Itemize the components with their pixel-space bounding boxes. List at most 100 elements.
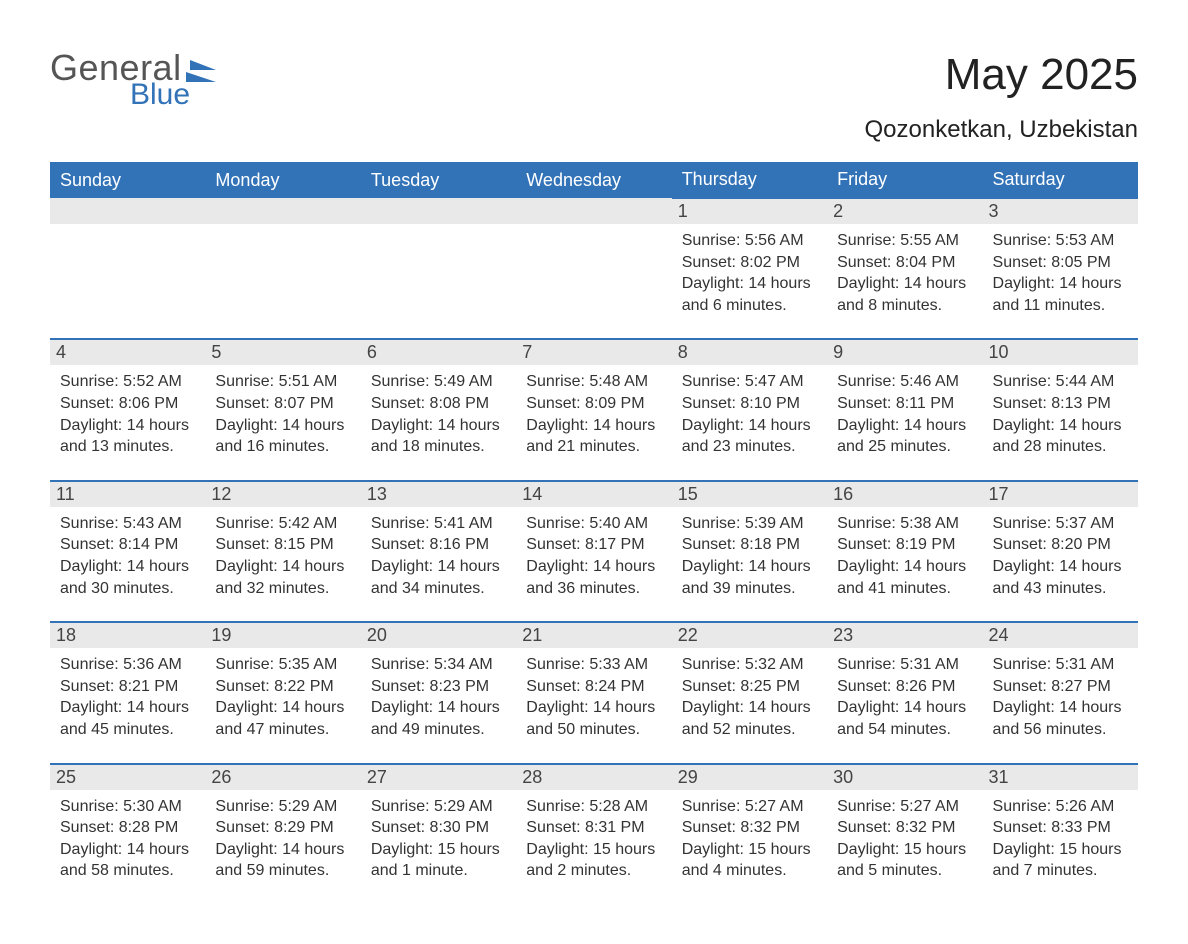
calendar-cell: 9Sunrise: 5:46 AMSunset: 8:11 PMDaylight… — [827, 339, 982, 480]
sunrise-text: Sunrise: 5:27 AM — [682, 796, 817, 818]
daylight-text: Daylight: 14 hours and 32 minutes. — [215, 556, 350, 599]
sunrise-text: Sunrise: 5:30 AM — [60, 796, 195, 818]
sunrise-text: Sunrise: 5:48 AM — [526, 371, 661, 393]
weekday-header: Sunday — [50, 162, 205, 198]
daylight-text: Daylight: 14 hours and 58 minutes. — [60, 839, 195, 882]
calendar-cell: 4Sunrise: 5:52 AMSunset: 8:06 PMDaylight… — [50, 339, 205, 480]
daylight-text: Daylight: 14 hours and 21 minutes. — [526, 415, 661, 458]
calendar-week: 25Sunrise: 5:30 AMSunset: 8:28 PMDayligh… — [50, 764, 1138, 904]
daylight-text: Daylight: 15 hours and 2 minutes. — [526, 839, 661, 882]
sunset-text: Sunset: 8:22 PM — [215, 676, 350, 698]
sunset-text: Sunset: 8:30 PM — [371, 817, 506, 839]
calendar-page: General Blue May 2025 Qozonketkan, Uzbek… — [0, 0, 1188, 944]
sunset-text: Sunset: 8:26 PM — [837, 676, 972, 698]
daylight-text: Daylight: 14 hours and 16 minutes. — [215, 415, 350, 458]
daylight-text: Daylight: 14 hours and 30 minutes. — [60, 556, 195, 599]
sunset-text: Sunset: 8:14 PM — [60, 534, 195, 556]
sunset-text: Sunset: 8:17 PM — [526, 534, 661, 556]
calendar-cell: 19Sunrise: 5:35 AMSunset: 8:22 PMDayligh… — [205, 622, 360, 763]
daylight-text: Daylight: 14 hours and 39 minutes. — [682, 556, 817, 599]
sunrise-text: Sunrise: 5:46 AM — [837, 371, 972, 393]
calendar-cell: 10 Sunrise: 5:44 AMSunset: 8:13 PMDayligh… — [983, 339, 1138, 480]
daylight-text: Daylight: 14 hours and 23 minutes. — [682, 415, 817, 458]
calendar-cell: 15Sunrise: 5:39 AMSunset: 8:18 PMDayligh… — [672, 481, 827, 622]
sunset-text: Sunset: 8:06 PM — [60, 393, 195, 415]
calendar-cell: 7 Sunrise: 5:48 AMSunset: 8:09 PMDaylight… — [516, 339, 671, 480]
calendar-cell: 1Sunrise: 5:56 AMSunset: 8:02 PMDaylight… — [672, 198, 827, 339]
daylight-text: Daylight: 15 hours and 5 minutes. — [837, 839, 972, 882]
daylight-text: Daylight: 14 hours and 8 minutes. — [837, 273, 972, 316]
day-number: 23 — [827, 623, 982, 648]
day-number-empty — [50, 198, 205, 224]
daylight-text: Daylight: 15 hours and 1 minute. — [371, 839, 506, 882]
calendar-week: 18Sunrise: 5:36 AMSunset: 8:21 PMDayligh… — [50, 622, 1138, 763]
sunset-text: Sunset: 8:16 PM — [371, 534, 506, 556]
calendar-cell: 23Sunrise: 5:31 AMSunset: 8:26 PMDayligh… — [827, 622, 982, 763]
weekday-row: SundayMondayTuesdayWednesdayThursdayFrid… — [50, 162, 1138, 198]
day-number: 25 — [50, 765, 205, 790]
sunrise-text: Sunrise: 5:26 AM — [993, 796, 1128, 818]
sunrise-text: Sunrise: 5:38 AM — [837, 513, 972, 535]
day-number: 3 — [983, 199, 1138, 224]
daylight-text: Daylight: 14 hours and 28 minutes. — [993, 415, 1128, 458]
sunset-text: Sunset: 8:15 PM — [215, 534, 350, 556]
day-number: 16 — [827, 482, 982, 507]
sunrise-text: Sunrise: 5:40 AM — [526, 513, 661, 535]
day-number: 6 — [361, 340, 516, 365]
day-number: 1 — [672, 199, 827, 224]
sunrise-text: Sunrise: 5:31 AM — [837, 654, 972, 676]
day-number: 22 — [672, 623, 827, 648]
sunset-text: Sunset: 8:20 PM — [993, 534, 1128, 556]
day-number: 10 — [983, 340, 1138, 365]
calendar-table: SundayMondayTuesdayWednesdayThursdayFrid… — [50, 162, 1138, 904]
daylight-text: Daylight: 14 hours and 59 minutes. — [215, 839, 350, 882]
daylight-text: Daylight: 14 hours and 11 minutes. — [993, 273, 1128, 316]
day-number-empty — [516, 198, 671, 224]
sunrise-text: Sunrise: 5:53 AM — [993, 230, 1128, 252]
daylight-text: Daylight: 14 hours and 34 minutes. — [371, 556, 506, 599]
calendar-head: SundayMondayTuesdayWednesdayThursdayFrid… — [50, 162, 1138, 198]
calendar-cell: 24Sunrise: 5:31 AMSunset: 8:27 PMDayligh… — [983, 622, 1138, 763]
day-number: 14 — [516, 482, 671, 507]
weekday-header: Friday — [827, 162, 982, 198]
sunset-text: Sunset: 8:09 PM — [526, 393, 661, 415]
daylight-text: Daylight: 14 hours and 47 minutes. — [215, 697, 350, 740]
calendar-cell — [516, 198, 671, 339]
day-number: 4 — [50, 340, 205, 365]
sunrise-text: Sunrise: 5:29 AM — [371, 796, 506, 818]
daylight-text: Daylight: 14 hours and 25 minutes. — [837, 415, 972, 458]
calendar-cell: 29Sunrise: 5:27 AMSunset: 8:32 PMDayligh… — [672, 764, 827, 904]
sunrise-text: Sunrise: 5:37 AM — [993, 513, 1128, 535]
calendar-cell: 21Sunrise: 5:33 AMSunset: 8:24 PMDayligh… — [516, 622, 671, 763]
sunset-text: Sunset: 8:08 PM — [371, 393, 506, 415]
sunrise-text: Sunrise: 5:44 AM — [993, 371, 1128, 393]
weekday-header: Monday — [205, 162, 360, 198]
sunset-text: Sunset: 8:13 PM — [993, 393, 1128, 415]
calendar-cell: 25Sunrise: 5:30 AMSunset: 8:28 PMDayligh… — [50, 764, 205, 904]
sunset-text: Sunset: 8:18 PM — [682, 534, 817, 556]
sunrise-text: Sunrise: 5:34 AM — [371, 654, 506, 676]
day-number: 7 — [516, 340, 671, 365]
calendar-cell: 18Sunrise: 5:36 AMSunset: 8:21 PMDayligh… — [50, 622, 205, 763]
calendar-cell: 30Sunrise: 5:27 AMSunset: 8:32 PMDayligh… — [827, 764, 982, 904]
calendar-cell: 22Sunrise: 5:32 AMSunset: 8:25 PMDayligh… — [672, 622, 827, 763]
calendar-cell: 6Sunrise: 5:49 AMSunset: 8:08 PMDaylight… — [361, 339, 516, 480]
weekday-header: Wednesday — [516, 162, 671, 198]
day-number: 12 — [205, 482, 360, 507]
calendar-cell: 5Sunrise: 5:51 AMSunset: 8:07 PMDaylight… — [205, 339, 360, 480]
calendar-cell: 8Sunrise: 5:47 AMSunset: 8:10 PMDaylight… — [672, 339, 827, 480]
daylight-text: Daylight: 14 hours and 49 minutes. — [371, 697, 506, 740]
weekday-header: Tuesday — [361, 162, 516, 198]
sunrise-text: Sunrise: 5:39 AM — [682, 513, 817, 535]
day-number: 30 — [827, 765, 982, 790]
daylight-text: Daylight: 14 hours and 50 minutes. — [526, 697, 661, 740]
sunrise-text: Sunrise: 5:31 AM — [993, 654, 1128, 676]
calendar-cell: 26Sunrise: 5:29 AMSunset: 8:29 PMDayligh… — [205, 764, 360, 904]
sunrise-text: Sunrise: 5:29 AM — [215, 796, 350, 818]
daylight-text: Daylight: 14 hours and 43 minutes. — [993, 556, 1128, 599]
daylight-text: Daylight: 14 hours and 6 minutes. — [682, 273, 817, 316]
sunrise-text: Sunrise: 5:43 AM — [60, 513, 195, 535]
calendar-cell — [50, 198, 205, 339]
sunrise-text: Sunrise: 5:32 AM — [682, 654, 817, 676]
day-number-empty — [205, 198, 360, 224]
